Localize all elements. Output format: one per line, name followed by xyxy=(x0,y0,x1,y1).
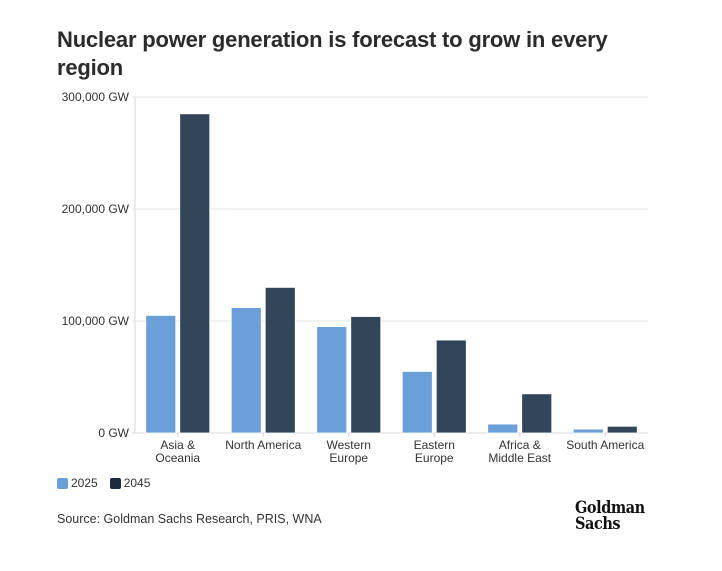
x-tick-label: Asia & Oceania xyxy=(155,438,200,465)
bar-2045 xyxy=(350,316,382,434)
bar-2045 xyxy=(606,425,638,434)
y-tick-label: 300,000 GW xyxy=(62,90,130,104)
bar-2025 xyxy=(145,314,177,434)
chart-title: Nuclear power generation is forecast to … xyxy=(57,27,608,80)
x-tick-label-line: Africa & xyxy=(499,438,541,452)
x-tick-label: South America xyxy=(566,438,644,452)
legend-item-2045[interactable]: 2045 xyxy=(109,476,151,490)
x-tick-label-line: Europe xyxy=(329,451,368,465)
bar-2045 xyxy=(435,339,467,434)
x-tick-label-line: Middle East xyxy=(488,451,551,465)
x-tick-label-line: South America xyxy=(566,438,644,452)
logo-line-2: Sachs xyxy=(575,514,621,534)
bar-2025 xyxy=(316,326,348,434)
bar-2025 xyxy=(572,428,604,434)
x-tick-label: Eastern Europe xyxy=(414,438,455,465)
x-tick-label-line: Asia & xyxy=(160,438,195,452)
y-tick-label: 100,000 GW xyxy=(62,314,130,328)
legend-swatch-2025 xyxy=(57,477,68,489)
y-axis-ticks: 0 GW 100,000 GW 200,000 GW 300,000 GW xyxy=(62,90,130,440)
x-tick-label-line: Oceania xyxy=(155,451,200,465)
x-tick-label: Western Europe xyxy=(327,438,371,465)
y-tick-label: 200,000 GW xyxy=(62,202,130,216)
bar-2045 xyxy=(264,286,296,434)
legend-item-2025[interactable]: 2025 xyxy=(57,476,98,490)
bar-2025 xyxy=(487,423,519,434)
bar-2025 xyxy=(230,307,262,434)
x-tick-label: Africa & Middle East xyxy=(488,438,551,465)
bar-2025 xyxy=(401,370,433,434)
x-tick-label-line: Europe xyxy=(415,451,454,465)
legend: 2025 2045 xyxy=(57,476,150,490)
bar-2045 xyxy=(179,113,211,434)
logo-line-1: Goldman xyxy=(575,498,645,518)
x-tick-label-line: Western xyxy=(327,438,371,452)
x-tick-label: North America xyxy=(225,438,301,452)
x-tick-label-line: North America xyxy=(225,438,301,452)
x-tick-label-line: Eastern xyxy=(414,438,455,452)
bar-2045 xyxy=(521,393,553,434)
gridlines xyxy=(132,96,648,434)
bars xyxy=(145,113,638,434)
goldman-sachs-logo: Goldman Sachs xyxy=(575,498,645,534)
legend-label-2045: 2045 xyxy=(123,476,151,490)
legend-label-2025: 2025 xyxy=(71,476,98,490)
legend-swatch-2045 xyxy=(109,477,121,489)
y-tick-label: 0 GW xyxy=(98,426,129,440)
source-note: Source: Goldman Sachs Research, PRIS, WN… xyxy=(57,512,322,526)
